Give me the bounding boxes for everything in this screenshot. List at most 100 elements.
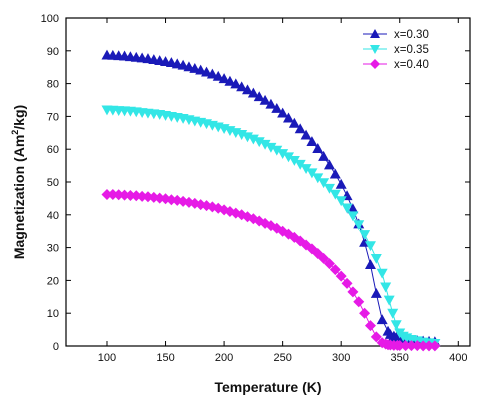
data-point	[201, 66, 213, 77]
data-point	[329, 168, 341, 179]
data-point	[195, 64, 207, 75]
data-point	[370, 288, 382, 298]
legend-marker	[370, 59, 380, 69]
data-series	[101, 49, 441, 352]
data-point	[306, 136, 318, 147]
data-point	[218, 73, 230, 84]
data-point	[253, 137, 265, 148]
data-point	[400, 340, 412, 352]
data-point	[423, 340, 435, 352]
data-point	[265, 142, 277, 153]
data-point	[300, 129, 312, 140]
legend: x=0.30 x=0.35 x=0.40	[363, 29, 429, 71]
y-tick-label: 70	[47, 111, 59, 123]
data-point	[136, 190, 148, 202]
data-point	[288, 155, 300, 166]
data-point	[247, 134, 259, 145]
data-point	[335, 178, 347, 189]
y-tick-label: 100	[41, 13, 59, 25]
data-point	[230, 78, 242, 89]
y-axis-title: Magnetization (Am2/kg)	[10, 105, 27, 259]
data-point	[347, 286, 359, 298]
data-point	[206, 68, 218, 79]
data-point	[119, 189, 131, 201]
data-point	[370, 254, 382, 264]
data-point	[294, 123, 306, 134]
x-tick-label: 250	[273, 352, 291, 364]
data-point	[318, 178, 330, 189]
legend-label: x=0.30	[394, 29, 429, 41]
data-point	[411, 340, 423, 352]
data-point	[306, 168, 318, 179]
data-point	[312, 173, 324, 184]
data-point	[294, 159, 306, 170]
data-point	[383, 295, 395, 306]
data-point	[124, 189, 136, 201]
data-point	[318, 252, 330, 264]
y-tick-label: 60	[47, 144, 59, 156]
data-point	[359, 230, 371, 240]
data-point	[318, 150, 330, 161]
data-point	[107, 188, 119, 200]
data-point	[364, 241, 376, 252]
data-point	[224, 75, 236, 86]
legend-marker	[370, 45, 380, 54]
legend-label: x=0.40	[394, 59, 429, 71]
y-tick-label: 30	[47, 243, 59, 255]
x-axis-title: Temperature (K)	[214, 379, 321, 395]
series-3	[101, 188, 441, 352]
data-point	[259, 94, 271, 105]
x-tick-label: 300	[332, 352, 350, 364]
data-point	[253, 91, 265, 102]
data-point	[259, 139, 271, 150]
data-point	[429, 340, 441, 352]
data-point	[376, 268, 388, 279]
data-point	[341, 277, 353, 289]
data-point	[380, 282, 392, 293]
data-point	[271, 103, 283, 113]
x-tick-label: 350	[391, 352, 409, 364]
axis-ticks: 100 150 200 250 300 350 400 0 10 20 30 40 50 60 70 80 90…	[41, 13, 470, 364]
y-tick-label: 50	[47, 177, 59, 189]
data-point	[370, 331, 382, 343]
data-point	[347, 203, 359, 214]
data-point	[288, 117, 300, 128]
data-point	[300, 164, 312, 175]
data-point	[242, 84, 254, 95]
x-tick-label: 100	[98, 352, 116, 364]
y-tick-label: 40	[47, 210, 59, 222]
data-point	[265, 98, 277, 109]
data-point	[329, 264, 341, 276]
y-tick-label: 20	[47, 275, 59, 287]
y-axis-title-superscript: 2	[10, 130, 20, 135]
data-point	[417, 340, 429, 352]
y-tick-label: 0	[53, 341, 59, 353]
data-point	[335, 196, 347, 207]
series-2	[101, 105, 441, 349]
data-point	[101, 188, 113, 200]
data-point	[277, 149, 289, 159]
data-point	[390, 320, 402, 331]
data-point	[282, 152, 294, 163]
data-point	[387, 308, 399, 319]
data-point	[335, 270, 347, 282]
data-point	[329, 189, 341, 200]
data-point	[353, 220, 365, 231]
data-point	[341, 203, 353, 214]
x-tick-label: 150	[156, 352, 174, 364]
data-point	[359, 307, 371, 319]
y-tick-label: 80	[47, 79, 59, 91]
data-point	[364, 259, 376, 270]
legend-marker	[370, 29, 380, 38]
y-axis-title-main: Magnetization (Am	[11, 135, 27, 259]
x-tick-label: 400	[449, 352, 467, 364]
data-point	[323, 183, 335, 194]
data-point	[376, 314, 388, 325]
y-tick-label: 10	[47, 308, 59, 320]
data-point	[277, 107, 289, 118]
x-tick-label: 200	[215, 352, 233, 364]
data-point	[323, 159, 335, 170]
data-point	[405, 340, 417, 352]
data-point	[364, 320, 376, 332]
